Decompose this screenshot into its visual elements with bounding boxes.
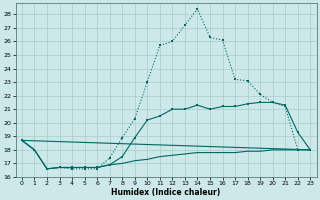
X-axis label: Humidex (Indice chaleur): Humidex (Indice chaleur) xyxy=(111,188,221,197)
